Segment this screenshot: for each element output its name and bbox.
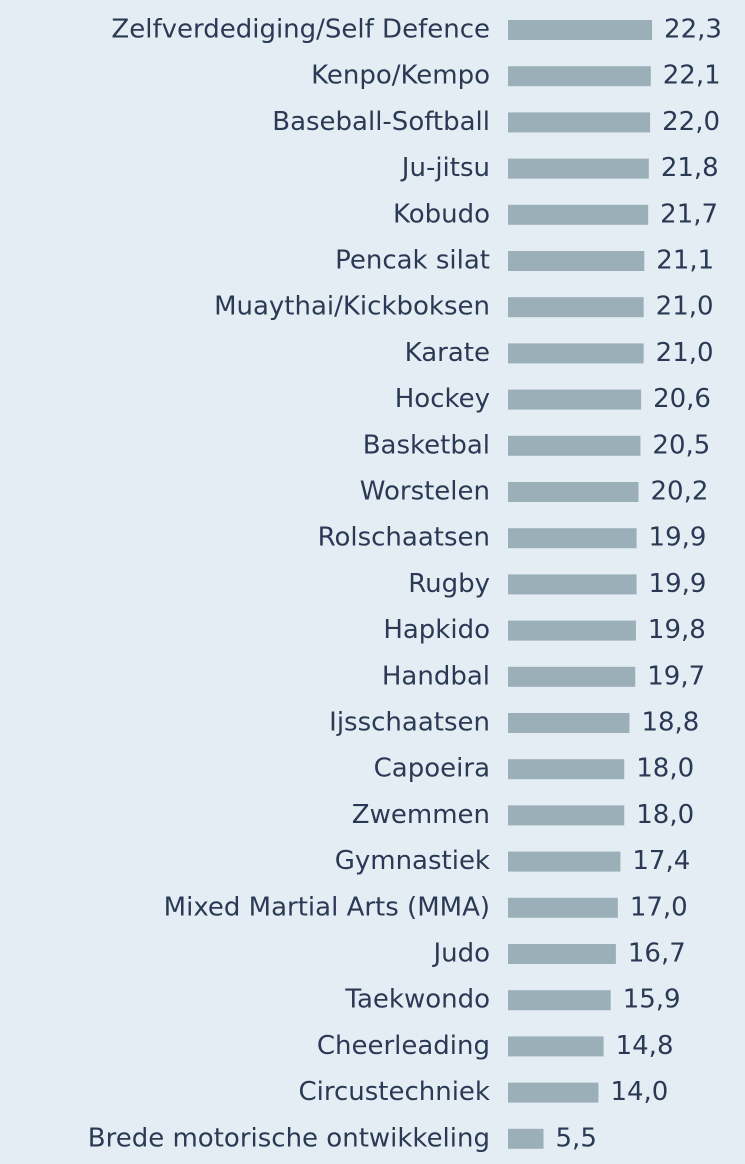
category-label: Kenpo/Kempo xyxy=(311,61,490,91)
value-label: 18,0 xyxy=(636,754,694,784)
bar xyxy=(508,482,639,502)
category-label: Zwemmen xyxy=(352,800,490,830)
bar xyxy=(508,713,630,733)
value-label: 21,1 xyxy=(656,246,714,276)
value-label: 18,8 xyxy=(641,708,699,738)
category-label: Baseball-Softball xyxy=(272,107,490,137)
bar xyxy=(508,1128,544,1149)
category-label: Muaythai/Kickboksen xyxy=(214,292,490,322)
category-label: Mixed Martial Arts (MMA) xyxy=(164,892,490,922)
value-label: 21,0 xyxy=(656,292,714,322)
category-label: Zelfverdediging/Self Defence xyxy=(111,15,490,45)
category-label: Circustechniek xyxy=(298,1077,490,1107)
category-label: Pencak silat xyxy=(335,246,490,276)
category-label: Capoeira xyxy=(374,754,490,784)
value-label: 16,7 xyxy=(628,939,686,969)
value-label: 22,0 xyxy=(662,107,720,137)
value-label: 17,0 xyxy=(630,892,688,922)
bar xyxy=(508,297,644,318)
category-label: Cheerleading xyxy=(317,1031,490,1061)
bar xyxy=(508,666,636,687)
value-label: 21,8 xyxy=(661,153,719,183)
bar xyxy=(508,851,621,872)
bar xyxy=(508,343,644,364)
category-label: Gymnastiek xyxy=(335,846,490,876)
bar xyxy=(508,990,611,1011)
value-label: 22,3 xyxy=(664,15,722,45)
bar xyxy=(508,389,642,410)
category-label: Rugby xyxy=(408,569,490,599)
category-label: Ijsschaatsen xyxy=(329,708,490,738)
bar xyxy=(508,759,625,780)
bar xyxy=(508,897,618,918)
category-label: Basketbal xyxy=(363,430,490,460)
bar xyxy=(508,435,641,456)
bar xyxy=(508,528,637,549)
value-label: 21,0 xyxy=(656,338,714,368)
category-label: Rolschaatsen xyxy=(318,523,490,553)
category-label: Handbal xyxy=(382,661,490,691)
category-label: Hockey xyxy=(395,384,490,414)
category-label: Kobudo xyxy=(393,199,490,229)
bar xyxy=(508,66,651,87)
value-label: 22,1 xyxy=(663,61,721,91)
value-label: 14,8 xyxy=(616,1031,674,1061)
value-label: 20,6 xyxy=(653,384,711,414)
value-label: 19,8 xyxy=(648,615,706,645)
value-label: 5,5 xyxy=(556,1123,597,1153)
category-label: Hapkido xyxy=(383,615,490,645)
value-label: 21,7 xyxy=(660,199,718,229)
bar xyxy=(508,574,637,595)
bar xyxy=(508,620,636,641)
category-label: Ju-jitsu xyxy=(400,153,490,183)
value-label: 19,9 xyxy=(649,523,707,553)
value-label: 19,9 xyxy=(649,569,707,599)
bar xyxy=(508,158,649,179)
value-label: 14,0 xyxy=(610,1077,668,1107)
bar xyxy=(508,251,645,271)
bar xyxy=(508,1036,604,1057)
value-label: 20,5 xyxy=(652,430,710,460)
value-label: 20,2 xyxy=(650,477,708,507)
value-label: 19,7 xyxy=(647,661,705,691)
category-label: Taekwondo xyxy=(344,985,490,1015)
value-label: 17,4 xyxy=(632,846,690,876)
bar xyxy=(508,112,651,133)
value-label: 15,9 xyxy=(623,985,681,1015)
value-label: 18,0 xyxy=(636,800,694,830)
category-label: Brede motorische ontwikkeling xyxy=(88,1123,490,1153)
category-label: Karate xyxy=(405,338,490,368)
bar xyxy=(508,805,625,826)
bar xyxy=(508,944,616,964)
category-label: Worstelen xyxy=(360,477,490,507)
bar xyxy=(508,204,649,225)
category-label: Judo xyxy=(431,939,490,969)
bar xyxy=(508,1082,599,1103)
bar xyxy=(508,20,653,40)
